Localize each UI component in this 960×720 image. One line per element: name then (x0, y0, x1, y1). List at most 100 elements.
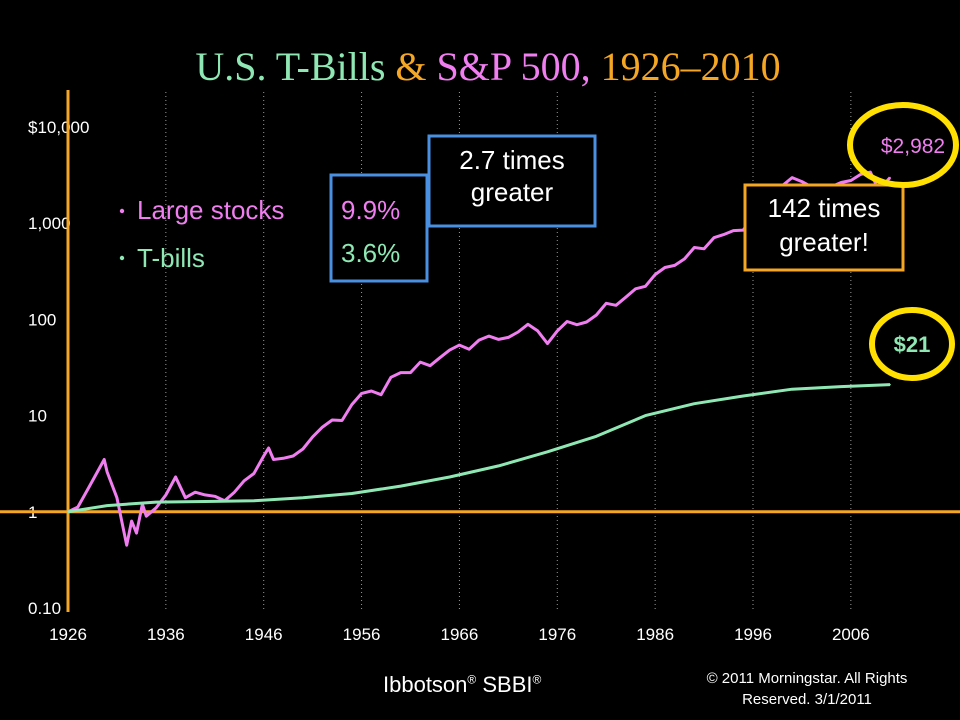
data-point (302, 448, 304, 450)
data-point (507, 336, 510, 339)
data-point (683, 258, 686, 260)
legend-label-stocks: Large stocks (137, 195, 284, 225)
title-part-sp: S&P 500 (437, 44, 581, 89)
data-point (693, 246, 696, 249)
data-point (595, 314, 598, 316)
data-point (174, 476, 177, 478)
data-point (194, 491, 196, 494)
x-tick-label: 1976 (538, 625, 576, 644)
data-point (673, 264, 676, 267)
end-label-stocks-circle (847, 102, 959, 188)
data-point (536, 330, 539, 332)
data-point (634, 288, 637, 290)
return-tbills: 3.6% (341, 238, 400, 268)
x-axis-ticks: 1926 1936 1946 1956 1966 1976 1986 1996 2006 (49, 625, 870, 644)
y-tick-label: 10 (28, 407, 47, 426)
data-point (233, 491, 236, 494)
data-point (370, 390, 373, 392)
data-point (742, 395, 744, 397)
callout-end-ratio-border (743, 183, 905, 272)
data-point (869, 171, 872, 173)
data-point (703, 248, 705, 250)
callout-line: greater (471, 177, 554, 207)
data-point (595, 435, 598, 438)
title-part-tbills: U.S. T-Bills (195, 44, 385, 89)
data-point (732, 229, 735, 232)
data-point (292, 455, 294, 457)
data-point (419, 361, 422, 363)
chart-title: U.S. T-Bills & S&P 500, 1926–2010 (195, 44, 780, 89)
data-point (791, 388, 793, 391)
callout-end-ratio: 142 times greater! (743, 183, 905, 272)
data-point (478, 339, 480, 341)
legend: Large stocks T-bills (119, 195, 284, 273)
data-point (556, 330, 559, 332)
callout-return-ratio-border (427, 134, 597, 228)
data-point (341, 419, 343, 422)
data-point (791, 176, 793, 179)
x-tick-label: 1956 (343, 625, 381, 644)
data-point (155, 507, 157, 509)
brand-label: Ibbotson® SBBI® (383, 672, 541, 698)
data-point (497, 465, 500, 467)
legend-label-tbills: T-bills (137, 243, 205, 273)
data-point (106, 471, 108, 473)
data-point (204, 494, 206, 496)
returns-box-border (329, 173, 429, 283)
end-label-tbills: $21 (869, 307, 955, 381)
data-point (840, 181, 842, 184)
data-point (86, 488, 89, 491)
data-point (644, 414, 647, 417)
data-point (272, 458, 275, 461)
title-part-comma: , (581, 44, 601, 89)
returns-box: 9.9% 3.6% (329, 173, 429, 283)
copyright-line-1: © 2011 Morningstar. All Rights (706, 670, 908, 687)
callout-return-ratio: 2.7 times greater (427, 134, 597, 228)
data-point (546, 451, 549, 453)
data-point (448, 476, 451, 478)
data-point (889, 383, 891, 386)
data-point (615, 304, 617, 307)
data-point (889, 176, 891, 179)
data-point (106, 504, 108, 507)
data-point (399, 371, 402, 374)
data-point (497, 338, 500, 341)
brand-name: Ibbotson (383, 672, 468, 697)
callout-line: greater! (779, 227, 869, 257)
data-point (576, 323, 578, 326)
data-point (527, 323, 529, 326)
data-point (351, 403, 353, 406)
data-point (302, 496, 304, 499)
y-tick-label: 100 (28, 310, 56, 329)
data-point (135, 532, 138, 534)
data-point (840, 385, 842, 388)
data-point (116, 496, 118, 499)
data-point (409, 371, 412, 374)
legend-bullet-tbills (119, 255, 125, 261)
data-point (380, 393, 382, 396)
data-point (448, 349, 451, 351)
legend-bullet-stocks (119, 208, 125, 214)
data-point (165, 494, 167, 496)
x-tick-label: 1996 (734, 625, 772, 644)
data-point (488, 335, 490, 337)
x-tick-label: 1946 (245, 625, 283, 644)
data-point (801, 180, 803, 183)
data-point (96, 471, 99, 473)
end-label-tbills-circle (869, 307, 955, 381)
x-tick-label: 2006 (832, 625, 870, 644)
data-point (850, 179, 852, 182)
data-point (458, 344, 461, 346)
data-point (713, 236, 715, 239)
data-point (654, 273, 656, 276)
data-point (253, 500, 255, 502)
axes (0, 90, 960, 612)
y-tick-label: 1,000 (28, 214, 71, 233)
data-point (859, 173, 862, 176)
data-point (429, 364, 431, 367)
data-point (125, 544, 128, 546)
x-tick-label: 1966 (441, 625, 479, 644)
data-point (546, 342, 549, 345)
data-point (282, 457, 285, 460)
